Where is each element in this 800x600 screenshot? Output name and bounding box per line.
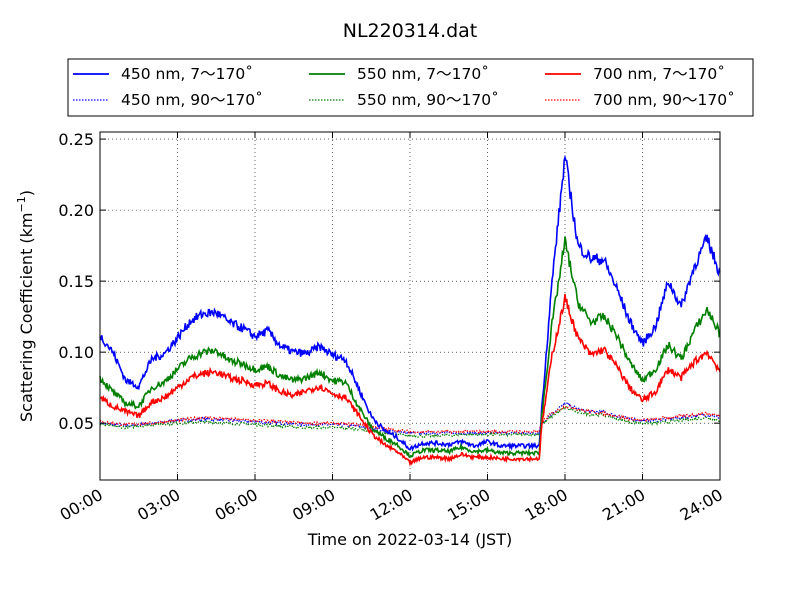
grid	[100, 132, 720, 480]
legend-label: 450 nm, 7～170˚	[121, 65, 253, 83]
series-layer	[99, 154, 721, 467]
x-tick-label: 12:00	[367, 485, 416, 525]
legend-label: 550 nm, 90～170˚	[357, 91, 499, 109]
series-line-5	[99, 404, 721, 435]
x-tick-label: 21:00	[599, 485, 648, 525]
y-tick-label: 0.15	[58, 272, 94, 291]
x-tick-label: 06:00	[212, 485, 261, 525]
legend-label: 550 nm, 7～170˚	[357, 65, 489, 83]
y-axis-label: Scattering Coefficient (km−1)	[15, 190, 36, 422]
x-tick-label: 24:00	[677, 485, 726, 525]
legend-label: 700 nm, 90～170˚	[593, 91, 735, 109]
legend: 450 nm, 7～170˚ 550 nm, 7～170˚ 700 nm, 7～17…	[67, 58, 754, 117]
chart-title: NL220314.dat	[343, 20, 478, 42]
y-tick-label: 0.20	[58, 201, 94, 220]
legend-box	[67, 58, 754, 117]
x-axis-label: Time on 2022-03-14 (JST)	[307, 530, 512, 549]
y-axis: 0.05 0.10 0.15 0.20 0.25	[58, 130, 720, 433]
series-line-2	[99, 293, 721, 467]
y-tick-label: 0.10	[58, 343, 94, 362]
legend-label: 700 nm, 7～170˚	[593, 65, 725, 83]
x-tick-label: 00:00	[57, 485, 106, 525]
series-line-4	[99, 405, 721, 439]
y-tick-label: 0.05	[58, 414, 94, 433]
y-axis-label-tail: )	[17, 190, 36, 196]
series-line-3	[99, 402, 721, 437]
x-tick-label: 15:00	[444, 485, 493, 525]
x-axis: 00:00 03:00 06:00 09:00 12:00 15:00 18:00 21:00…	[57, 132, 726, 525]
x-tick-label: 03:00	[134, 485, 183, 525]
y-axis-label-main: Scattering Coefficient (km	[17, 212, 36, 422]
x-tick-label: 18:00	[522, 485, 571, 525]
series-line-0	[99, 154, 721, 452]
y-tick-label: 0.25	[58, 130, 94, 149]
y-axis-label-superscript: −1	[15, 196, 28, 212]
series-line-1	[99, 236, 721, 459]
legend-label: 450 nm, 90～170˚	[121, 91, 263, 109]
x-tick-label: 09:00	[289, 485, 338, 525]
